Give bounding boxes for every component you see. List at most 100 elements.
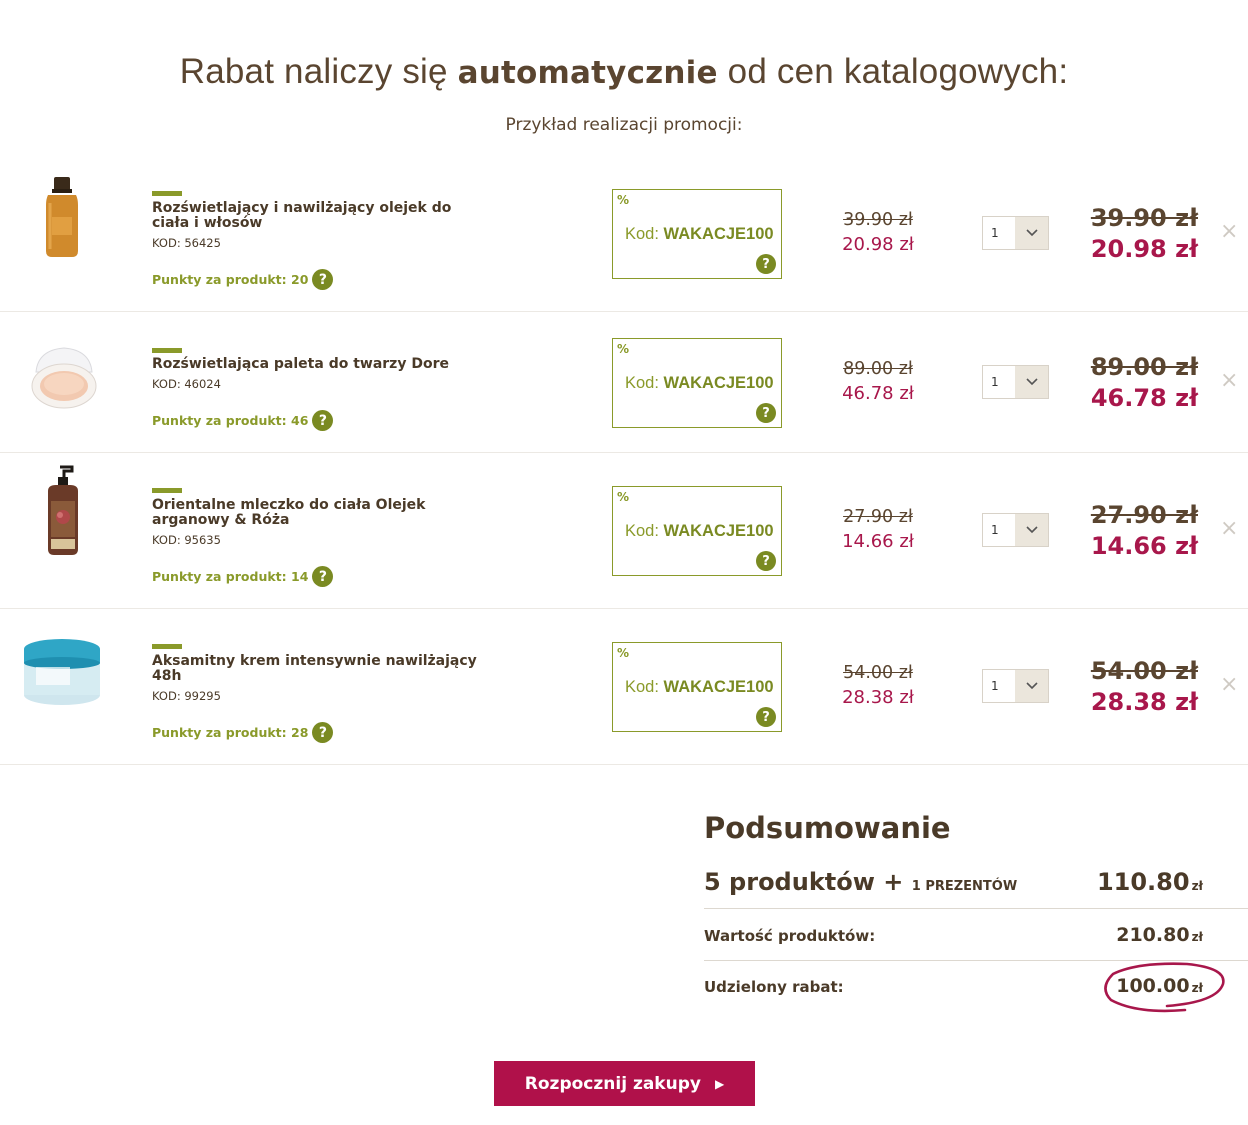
product-points: Punkty za produkt: 20 ? bbox=[152, 269, 334, 290]
percent-icon: % bbox=[617, 193, 630, 207]
products-value-label: Wartość produktów: bbox=[704, 927, 876, 945]
currency-label: zł bbox=[1191, 879, 1203, 893]
title-part-2: od cen katalogowych: bbox=[727, 52, 1069, 91]
help-icon[interactable]: ? bbox=[756, 707, 776, 727]
chevron-down-icon[interactable] bbox=[1015, 514, 1048, 546]
quantity-select[interactable]: 1 bbox=[982, 669, 1049, 703]
page-title: Rabat naliczy się automatycznie od cen k… bbox=[0, 52, 1248, 92]
promo-code-box: % Kod: WAKACJE100 ? bbox=[612, 189, 782, 279]
unit-price-old: 89.00 zł bbox=[843, 359, 913, 379]
category-bar bbox=[152, 191, 182, 196]
quantity-select[interactable]: 1 bbox=[982, 365, 1049, 399]
product-code: KOD: 46024 bbox=[152, 377, 221, 391]
divider bbox=[704, 960, 1248, 961]
total-price-old: 39.90 zł bbox=[1090, 204, 1198, 232]
title-bold: automatycznie bbox=[457, 55, 718, 91]
remove-icon[interactable]: × bbox=[1220, 219, 1239, 244]
product-name[interactable]: Rozświetlająca paleta do twarzy Dore bbox=[152, 356, 449, 372]
unit-price-new: 46.78 zł bbox=[842, 383, 914, 404]
total-value: 110.80 bbox=[1096, 868, 1190, 896]
quantity-select[interactable]: 1 bbox=[982, 216, 1049, 250]
unit-price-new: 14.66 zł bbox=[842, 531, 914, 552]
page-subtitle: Przykład realizacji promocji: bbox=[505, 115, 743, 135]
promo-code: Kod: WAKACJE100 bbox=[625, 678, 774, 696]
products-value: 210.80 zł bbox=[1116, 924, 1203, 946]
quantity-value: 1 bbox=[991, 226, 999, 240]
chevron-down-icon[interactable] bbox=[1015, 366, 1048, 398]
category-bar bbox=[152, 644, 182, 649]
help-icon[interactable]: ? bbox=[756, 254, 776, 274]
percent-icon: % bbox=[617, 490, 630, 504]
help-icon[interactable]: ? bbox=[756, 403, 776, 423]
product-points: Punkty za produkt: 14 ? bbox=[152, 566, 334, 587]
promo-code: Kod: WAKACJE100 bbox=[625, 522, 774, 540]
points-label: Punkty za produkt: 14 bbox=[152, 569, 309, 584]
promo-code: Kod: WAKACJE100 bbox=[625, 374, 774, 392]
percent-icon: % bbox=[617, 342, 630, 356]
summary-title: Podsumowanie bbox=[704, 811, 951, 845]
help-icon[interactable]: ? bbox=[312, 410, 334, 431]
title-part-1: Rabat naliczy się bbox=[179, 52, 448, 91]
product-points: Punkty za produkt: 28 ? bbox=[152, 722, 334, 743]
summary-total: 110.80 zł bbox=[1060, 868, 1203, 896]
total-price-old: 89.00 zł bbox=[1090, 353, 1198, 381]
percent-icon: % bbox=[617, 646, 630, 660]
product-name[interactable]: Aksamitny krem intensywnie nawilżający 4… bbox=[152, 653, 477, 684]
points-label: Punkty za produkt: 46 bbox=[152, 413, 309, 428]
remove-icon[interactable]: × bbox=[1220, 672, 1239, 697]
chevron-down-icon[interactable] bbox=[1015, 670, 1048, 702]
help-icon[interactable]: ? bbox=[312, 269, 334, 290]
product-image-compact-palette[interactable] bbox=[28, 342, 100, 414]
discount-value: 100.00 zł bbox=[1116, 975, 1203, 997]
product-row: Aksamitny krem intensywnie nawilżający 4… bbox=[0, 609, 1248, 765]
start-shopping-label: Rozpocznij zakupy bbox=[524, 1073, 701, 1094]
product-code: KOD: 95635 bbox=[152, 533, 221, 547]
category-bar bbox=[152, 488, 182, 493]
product-code: KOD: 56425 bbox=[152, 236, 221, 250]
highlight-circle-icon bbox=[1104, 962, 1225, 1013]
promo-code-box: % Kod: WAKACJE100 ? bbox=[612, 338, 782, 428]
remove-icon[interactable]: × bbox=[1220, 368, 1239, 393]
total-price-new: 14.66 zł bbox=[1090, 532, 1198, 560]
total-price-old: 54.00 zł bbox=[1090, 657, 1198, 685]
unit-price-new: 20.98 zł bbox=[842, 234, 914, 255]
total-price-new: 20.98 zł bbox=[1090, 235, 1198, 263]
product-name[interactable]: Orientalne mleczko do ciała Olejek argan… bbox=[152, 497, 426, 528]
unit-price-old: 27.90 zł bbox=[843, 507, 913, 527]
product-points: Punkty za produkt: 46 ? bbox=[152, 410, 334, 431]
help-icon[interactable]: ? bbox=[756, 551, 776, 571]
summary-count: 5 produktów + 1 PREZENTÓW bbox=[704, 868, 1017, 896]
product-image-pump-bottle[interactable] bbox=[40, 465, 86, 557]
quantity-value: 1 bbox=[991, 523, 999, 537]
chevron-right-icon: ▶ bbox=[714, 1076, 725, 1091]
product-image-oil-bottle[interactable] bbox=[38, 175, 86, 259]
gift-count: 1 PREZENTÓW bbox=[911, 879, 1018, 894]
unit-price-new: 28.38 zł bbox=[842, 687, 914, 708]
product-count: 5 produktów + bbox=[704, 868, 904, 896]
product-row: Rozświetlająca paleta do twarzy Dore KOD… bbox=[0, 312, 1248, 453]
quantity-select[interactable]: 1 bbox=[982, 513, 1049, 547]
points-label: Punkty za produkt: 20 bbox=[152, 272, 309, 287]
promo-code-box: % Kod: WAKACJE100 ? bbox=[612, 642, 782, 732]
start-shopping-button[interactable]: Rozpocznij zakupy ▶ bbox=[494, 1061, 755, 1106]
total-price-new: 28.38 zł bbox=[1090, 688, 1198, 716]
promo-code-box: % Kod: WAKACJE100 ? bbox=[612, 486, 782, 576]
product-row: Orientalne mleczko do ciała Olejek argan… bbox=[0, 453, 1248, 609]
total-price-old: 27.90 zł bbox=[1090, 501, 1198, 529]
points-label: Punkty za produkt: 28 bbox=[152, 725, 309, 740]
product-image-cream-jar[interactable] bbox=[22, 635, 102, 707]
quantity-value: 1 bbox=[991, 679, 999, 693]
total-price-new: 46.78 zł bbox=[1090, 384, 1198, 412]
help-icon[interactable]: ? bbox=[312, 566, 334, 587]
remove-icon[interactable]: × bbox=[1220, 516, 1239, 541]
product-row: Rozświetlający i nawilżający olejek do c… bbox=[0, 160, 1248, 312]
category-bar bbox=[152, 348, 182, 353]
promo-code: Kod: WAKACJE100 bbox=[625, 225, 774, 243]
unit-price-old: 54.00 zł bbox=[843, 663, 913, 683]
product-name[interactable]: Rozświetlający i nawilżający olejek do c… bbox=[152, 200, 452, 231]
chevron-down-icon[interactable] bbox=[1015, 217, 1048, 249]
product-code: KOD: 99295 bbox=[152, 689, 221, 703]
quantity-value: 1 bbox=[991, 375, 999, 389]
help-icon[interactable]: ? bbox=[312, 722, 334, 743]
divider bbox=[704, 908, 1248, 909]
